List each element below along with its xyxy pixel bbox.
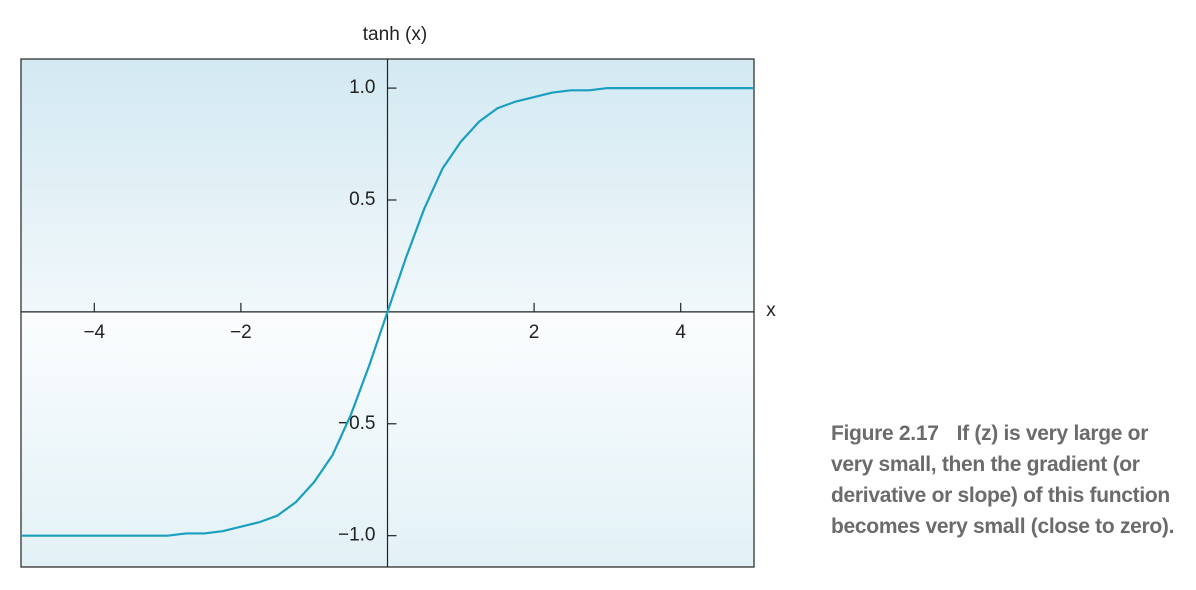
- x-axis-title: x: [766, 300, 776, 321]
- caption-label: Figure 2.17: [831, 422, 939, 445]
- caption-text: If (z) is very large or very small, then…: [831, 422, 1175, 538]
- x-tick-label: 2: [529, 322, 540, 343]
- caption: Figure 2.17 If (z) is very large or very …: [831, 418, 1183, 542]
- x-tick-label: 4: [675, 322, 686, 343]
- y-tick-label: 1.0: [349, 77, 375, 98]
- y-tick-label: 0.5: [349, 189, 375, 210]
- x-tick-label: −2: [230, 322, 252, 343]
- y-tick-label: −1.0: [338, 525, 376, 546]
- tanh-line: [21, 86, 754, 537]
- x-tick-label: −4: [83, 322, 105, 343]
- y-axis-title: tanh (x): [363, 24, 427, 45]
- y-tick-label: −0.5: [338, 413, 376, 434]
